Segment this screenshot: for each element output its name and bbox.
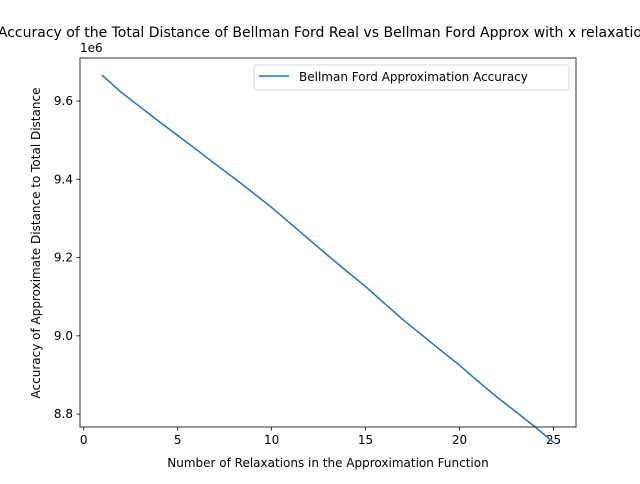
x-tick-label: 10: [264, 433, 279, 447]
data-point: [345, 270, 348, 273]
data-point: [120, 91, 123, 94]
data-point: [252, 191, 254, 194]
data-point: [477, 380, 480, 383]
data-point: [458, 364, 461, 366]
data-point: [289, 222, 292, 225]
data-point: [233, 177, 235, 179]
x-tick-label: 25: [546, 433, 561, 447]
x-tick-label: 15: [358, 433, 373, 447]
legend: Bellman Ford Approximation Accuracy: [253, 64, 570, 91]
y-tick-label: 9.0: [54, 329, 73, 343]
x-tick-label: 5: [174, 433, 182, 447]
data-point: [176, 134, 179, 137]
y-tick-label: 9.6: [54, 94, 73, 108]
data-point: [439, 349, 442, 352]
legend-label: Bellman Ford Approximation Accuracy: [299, 70, 528, 84]
data-point: [195, 148, 198, 151]
data-point: [327, 254, 329, 257]
legend-box: [253, 64, 570, 91]
y-axis-label: Accuracy of Approximate Distance to Tota…: [29, 88, 43, 399]
data-point: [101, 74, 104, 77]
data-point: [139, 106, 141, 108]
y-tick-label: 9.4: [54, 172, 73, 186]
data-point: [308, 238, 311, 241]
data-point: [402, 318, 404, 321]
y-offset-label: 1e6: [80, 41, 103, 55]
data-point: [214, 163, 217, 165]
data-point: [515, 410, 517, 413]
data-point: [364, 285, 367, 288]
axes-frame: [79, 57, 577, 428]
data-point: [496, 396, 498, 399]
y-tick-label: 8.8: [54, 407, 73, 421]
x-axis-label: Number of Relaxations in the Approximati…: [167, 456, 488, 470]
data-point: [383, 302, 386, 305]
data-point: [158, 120, 160, 123]
x-tick-label: 0: [80, 433, 88, 447]
chart-title: Accuracy of the Total Distance of Bellma…: [0, 25, 640, 41]
data-point: [270, 206, 273, 209]
y-tick-label: 9.2: [54, 251, 73, 265]
data-point: [421, 334, 423, 336]
plot-area: 0 5 10 15 20 25 8.8 9.0 9.2 9.4 9.6: [54, 74, 561, 447]
data-point: [552, 441, 555, 444]
x-tick-label: 20: [452, 433, 467, 447]
